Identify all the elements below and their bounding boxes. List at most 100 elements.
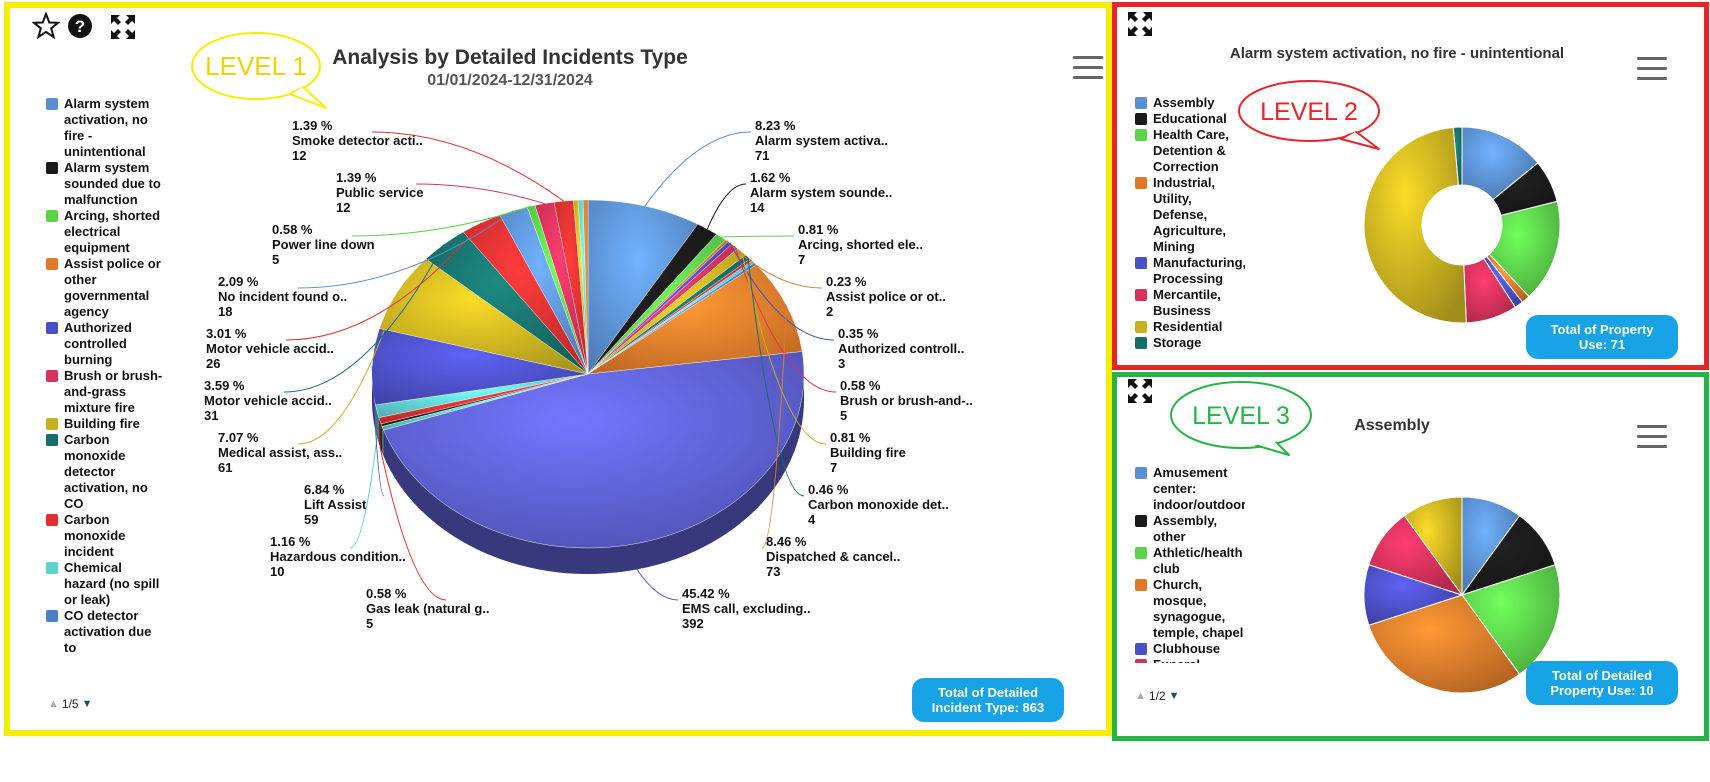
pie-slice[interactable] bbox=[1368, 594, 1521, 694]
pie-connector bbox=[351, 205, 532, 237]
legend-label: Educational bbox=[1153, 111, 1227, 126]
donut-slice[interactable] bbox=[1452, 126, 1463, 186]
pie-connector bbox=[285, 222, 482, 341]
legend-item[interactable]: Health Care, Detention & Correction bbox=[1135, 127, 1245, 175]
legend-item[interactable]: Assembly, other bbox=[1135, 513, 1245, 545]
pie-label-value: 5 bbox=[840, 408, 847, 423]
question-circle-icon[interactable]: ? bbox=[67, 13, 93, 39]
pie-connector bbox=[297, 210, 514, 289]
svg-text:?: ? bbox=[75, 17, 85, 36]
legend-item[interactable]: Church, mosque, synagogue, temple, chape… bbox=[1135, 577, 1245, 641]
legend-item[interactable]: Carbon monoxide detector activation, no … bbox=[46, 432, 166, 512]
total-button[interactable]: Total of Detailed Property Use: 10 bbox=[1526, 661, 1678, 705]
legend-item[interactable]: CO detector activation due to bbox=[46, 608, 166, 656]
pager-up-icon[interactable]: ▲ bbox=[48, 698, 59, 710]
legend-label: Amusement center: indoor/outdoor bbox=[1153, 465, 1245, 512]
pie-data-label: 0.23 % Assist police or ot.. 2 bbox=[826, 274, 946, 319]
legend-item[interactable]: Authorized controlled burning bbox=[46, 320, 166, 368]
legend-item[interactable]: Carbon monoxide incident bbox=[46, 512, 166, 560]
chart-menu-icon[interactable] bbox=[1637, 425, 1667, 451]
legend-item[interactable]: Storage bbox=[1135, 335, 1245, 351]
legend-item[interactable]: Brush or brush-and-grass mixture fire bbox=[46, 368, 166, 416]
legend-item[interactable]: Alarm system activation, no fire - unint… bbox=[46, 96, 166, 160]
legend-label: Assembly, other bbox=[1153, 513, 1218, 544]
legend-swatch bbox=[46, 210, 58, 222]
legend-item[interactable]: Funeral bbox=[1135, 657, 1245, 663]
legend-swatch bbox=[1135, 643, 1147, 655]
pie-chart: 8.23 % Alarm system activa.. 711.62 % Alarm… bbox=[204, 118, 973, 631]
legend-swatch bbox=[1135, 659, 1147, 663]
pie-label-pct: 1.39 % bbox=[336, 170, 377, 185]
legend-item[interactable]: Manufacturing, Processing bbox=[1135, 255, 1245, 287]
pie-label-name: Motor vehicle accid.. bbox=[204, 393, 332, 408]
legend-label: Brush or brush-and-grass mixture fire bbox=[64, 368, 163, 415]
legend-swatch bbox=[1135, 177, 1147, 189]
legend-item[interactable]: Educational bbox=[1135, 111, 1245, 127]
chart-legend: Assembly Educational Health Care, Detentio… bbox=[1135, 95, 1245, 355]
pie-connector bbox=[644, 131, 752, 207]
level2-callout-text: LEVEL 2 bbox=[1260, 98, 1358, 126]
donut-slice[interactable] bbox=[1363, 126, 1467, 324]
legend-label: Health Care, Detention & Correction bbox=[1153, 127, 1229, 174]
pie-label-value: 7 bbox=[830, 460, 837, 475]
pie-label-value: 12 bbox=[292, 148, 306, 163]
pie-label-name: Building fire bbox=[830, 445, 906, 460]
legend-label: Residential bbox=[1153, 319, 1223, 334]
legend-label: Assist police or other governmental agen… bbox=[64, 256, 161, 319]
legend-label: Alarm system activation, no fire - unint… bbox=[64, 96, 150, 159]
pager-text: 1/5 bbox=[61, 697, 79, 711]
pie-label-value: 59 bbox=[304, 512, 318, 527]
legend-item[interactable]: Mercantile, Business bbox=[1135, 287, 1245, 319]
pie-slice[interactable] bbox=[383, 351, 805, 549]
chart-menu-icon[interactable] bbox=[1637, 57, 1667, 83]
pie-label-value: 392 bbox=[682, 616, 704, 631]
legend-item[interactable]: Residential bbox=[1135, 319, 1245, 335]
star-outline-icon[interactable] bbox=[31, 11, 61, 40]
pie-slice[interactable] bbox=[582, 199, 589, 375]
pie-data-label: 45.42 % EMS call, excluding.. 392 bbox=[682, 586, 811, 631]
pie-label-pct: 1.39 % bbox=[292, 118, 333, 133]
pie-connector bbox=[761, 305, 788, 549]
pie-label-name: Medical assist, ass.. bbox=[218, 445, 342, 460]
legend-swatch bbox=[46, 434, 58, 446]
legend-item[interactable]: Arcing, shorted electrical equipment bbox=[46, 208, 166, 256]
chart-title: Alarm system activation, no fire - unint… bbox=[1229, 45, 1565, 62]
legend-item[interactable]: Clubhouse bbox=[1135, 641, 1245, 657]
legend-item[interactable]: Building fire bbox=[46, 416, 166, 432]
pie-connector bbox=[721, 235, 795, 238]
legend-swatch bbox=[1135, 113, 1147, 125]
expand-arrows-icon[interactable] bbox=[109, 13, 137, 41]
pie-data-label: 3.59 % Motor vehicle accid.. 31 bbox=[204, 378, 332, 423]
legend-swatch bbox=[1135, 579, 1147, 591]
pie-label-pct: 1.62 % bbox=[750, 170, 791, 185]
pager-down-icon[interactable]: ▼ bbox=[1168, 690, 1180, 702]
legend-item[interactable]: Assist police or other governmental agen… bbox=[46, 256, 166, 320]
legend-label: Church, mosque, synagogue, temple, chape… bbox=[1153, 577, 1244, 640]
pie-slice-side bbox=[381, 423, 383, 453]
legend-item[interactable]: Alarm system sounded due to malfunction bbox=[46, 160, 166, 208]
legend-swatch bbox=[1135, 321, 1147, 333]
pie-label-name: Brush or brush-and-.. bbox=[840, 393, 973, 408]
pager-up-icon[interactable]: ▲ bbox=[1135, 690, 1146, 702]
total-button[interactable]: Total of Property Use: 71 bbox=[1526, 315, 1678, 359]
chart-menu-icon[interactable] bbox=[1073, 56, 1103, 82]
pie-connector bbox=[729, 242, 835, 341]
level2-callout: LEVEL 2 bbox=[1238, 80, 1380, 150]
pager-down-icon[interactable]: ▼ bbox=[81, 698, 93, 710]
expand-arrows-icon[interactable] bbox=[1126, 377, 1154, 405]
pie-label-value: 5 bbox=[272, 252, 279, 267]
legend-item[interactable]: Assembly bbox=[1135, 95, 1245, 111]
pie-connector bbox=[379, 446, 447, 601]
pie-label-pct: 7.07 % bbox=[218, 430, 259, 445]
chart-subtitle: 01/01/2024-12/31/2024 bbox=[427, 72, 593, 89]
pie-slice[interactable] bbox=[1403, 496, 1463, 597]
legend-pager: ▲ 1/5 ▼ bbox=[48, 697, 92, 711]
legend-item[interactable]: Industrial, Utility, Defense, Agricultur… bbox=[1135, 175, 1245, 255]
legend-item[interactable]: Athletic/health club bbox=[1135, 545, 1245, 577]
total-button[interactable]: Total of Detailed Incident Type: 863 bbox=[912, 678, 1064, 722]
legend-item[interactable]: Amusement center: indoor/outdoor bbox=[1135, 465, 1245, 513]
pager-text: 1/2 bbox=[1148, 689, 1166, 703]
legend-item[interactable]: Chemical hazard (no spill or leak) bbox=[46, 560, 166, 608]
pie-data-label: 0.46 % Carbon monoxide det.. 4 bbox=[808, 482, 949, 527]
expand-arrows-icon[interactable] bbox=[1126, 10, 1154, 38]
